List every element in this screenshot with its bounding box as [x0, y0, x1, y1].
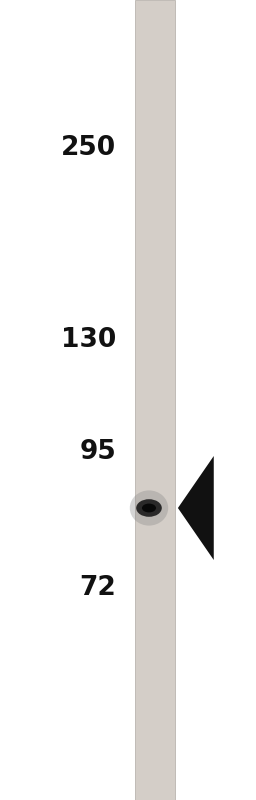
Bar [135, 0, 175, 800]
Text: 130: 130 [61, 327, 116, 353]
Ellipse shape [136, 499, 162, 517]
Text: 95: 95 [80, 439, 116, 465]
Polygon shape [178, 456, 214, 560]
Text: 250: 250 [61, 135, 116, 161]
Text: 72: 72 [80, 575, 116, 601]
Ellipse shape [130, 490, 168, 526]
Ellipse shape [142, 504, 156, 512]
